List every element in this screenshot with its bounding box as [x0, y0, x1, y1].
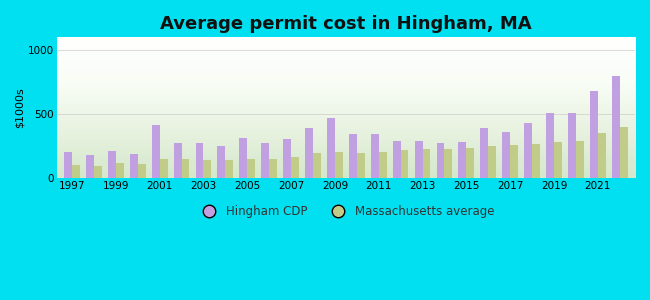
Bar — [445, 149, 452, 178]
Bar — [335, 152, 343, 178]
Bar — [598, 133, 606, 178]
Bar — [203, 160, 211, 178]
Bar — [488, 146, 496, 178]
Bar — [546, 112, 554, 178]
Bar — [218, 146, 226, 178]
Bar — [510, 145, 518, 178]
Bar — [502, 132, 510, 178]
Bar — [458, 142, 466, 178]
Legend: Hingham CDP, Massachusetts average: Hingham CDP, Massachusetts average — [192, 200, 499, 222]
Bar — [532, 144, 540, 178]
Bar — [269, 159, 277, 178]
Bar — [590, 91, 598, 178]
Bar — [393, 141, 400, 178]
Bar — [313, 154, 321, 178]
Bar — [181, 159, 189, 178]
Bar — [196, 143, 203, 178]
Bar — [283, 140, 291, 178]
Bar — [116, 163, 124, 178]
Bar — [554, 142, 562, 178]
Bar — [415, 141, 422, 178]
Bar — [305, 128, 313, 178]
Bar — [437, 143, 445, 178]
Bar — [247, 159, 255, 178]
Title: Average permit cost in Hingham, MA: Average permit cost in Hingham, MA — [160, 15, 532, 33]
Bar — [357, 153, 365, 178]
Bar — [524, 123, 532, 178]
Bar — [72, 165, 80, 178]
Bar — [576, 141, 584, 178]
Bar — [86, 155, 94, 178]
Bar — [466, 148, 474, 178]
Bar — [291, 157, 299, 178]
Bar — [379, 152, 387, 178]
Bar — [422, 149, 430, 178]
Bar — [327, 118, 335, 178]
Bar — [480, 128, 488, 178]
Bar — [239, 138, 247, 178]
Bar — [349, 134, 357, 178]
Bar — [108, 151, 116, 178]
Bar — [226, 160, 233, 178]
Bar — [94, 166, 102, 178]
Bar — [174, 143, 181, 178]
Bar — [568, 112, 576, 178]
Bar — [130, 154, 138, 178]
Bar — [400, 150, 408, 178]
Bar — [619, 127, 627, 178]
Bar — [160, 159, 168, 178]
Bar — [151, 125, 160, 178]
Bar — [64, 152, 72, 178]
Bar — [261, 142, 269, 178]
Y-axis label: $1000s: $1000s — [15, 87, 25, 128]
Bar — [138, 164, 146, 178]
Bar — [370, 134, 379, 178]
Bar — [612, 76, 619, 178]
